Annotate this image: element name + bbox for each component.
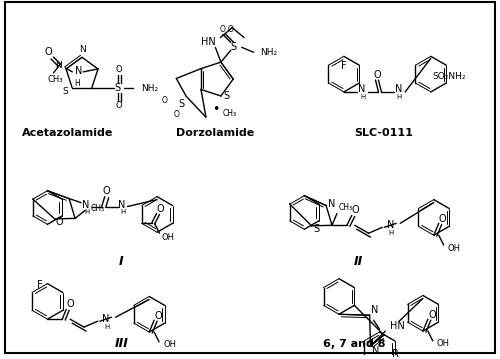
Text: N: N: [80, 45, 86, 54]
Text: S: S: [230, 42, 237, 52]
Text: N: N: [328, 199, 336, 209]
Text: H: H: [360, 94, 366, 100]
Text: O: O: [45, 47, 52, 57]
Text: CH₃: CH₃: [48, 75, 63, 84]
Text: II: II: [354, 255, 364, 269]
Text: CH₃: CH₃: [223, 109, 237, 118]
Text: SLC-0111: SLC-0111: [354, 129, 413, 139]
Text: HN: HN: [390, 321, 405, 331]
Text: HN: HN: [201, 37, 216, 47]
Text: R: R: [392, 349, 399, 359]
Text: N: N: [386, 220, 394, 230]
Text: SO₂NH₂: SO₂NH₂: [433, 71, 466, 80]
Text: F: F: [36, 280, 43, 290]
Text: O: O: [66, 299, 74, 309]
Text: S: S: [178, 99, 184, 109]
Text: Dorzolamide: Dorzolamide: [176, 129, 254, 139]
Text: N: N: [371, 305, 378, 315]
Text: O: O: [174, 109, 180, 118]
Text: O: O: [56, 217, 64, 227]
Text: H: H: [388, 230, 394, 236]
Text: O: O: [116, 101, 122, 110]
Text: O: O: [439, 214, 446, 224]
Text: N: N: [394, 84, 402, 94]
Text: NH₂: NH₂: [260, 48, 278, 57]
Text: H: H: [120, 209, 125, 215]
Text: H: H: [74, 79, 80, 88]
Text: NH₂: NH₂: [142, 84, 158, 93]
Text: O: O: [220, 25, 226, 34]
Text: N: N: [82, 200, 89, 210]
Text: OH: OH: [162, 233, 174, 242]
Text: CH₃: CH₃: [91, 204, 105, 213]
Text: S: S: [62, 87, 68, 96]
Text: S: S: [114, 83, 120, 93]
Text: OH: OH: [448, 243, 460, 252]
Text: O: O: [228, 25, 234, 34]
Text: N: N: [372, 346, 379, 356]
Text: N: N: [74, 66, 82, 76]
Text: S: S: [224, 91, 230, 101]
Text: OH: OH: [437, 339, 450, 348]
Text: O: O: [103, 186, 110, 196]
Text: O: O: [156, 204, 164, 214]
Text: N: N: [118, 200, 125, 210]
Text: S: S: [314, 224, 320, 234]
Text: O: O: [116, 65, 122, 74]
Text: H: H: [84, 209, 89, 215]
Text: O: O: [162, 96, 168, 105]
Text: N: N: [358, 84, 366, 94]
Text: H: H: [104, 324, 110, 330]
Text: N: N: [102, 314, 110, 324]
Text: CH₃: CH₃: [339, 203, 353, 212]
Text: F: F: [341, 61, 346, 71]
Text: O: O: [154, 311, 162, 321]
Text: N: N: [54, 61, 62, 70]
Text: OH: OH: [163, 340, 176, 349]
Text: •: •: [212, 103, 220, 116]
Text: O: O: [352, 205, 360, 215]
Text: O: O: [428, 310, 436, 320]
Text: 6, 7 and 8: 6, 7 and 8: [322, 339, 385, 349]
Text: O: O: [374, 70, 382, 80]
Text: Acetazolamide: Acetazolamide: [22, 129, 113, 139]
Text: H: H: [396, 94, 402, 100]
Text: I: I: [119, 255, 124, 269]
Text: III: III: [114, 337, 128, 350]
